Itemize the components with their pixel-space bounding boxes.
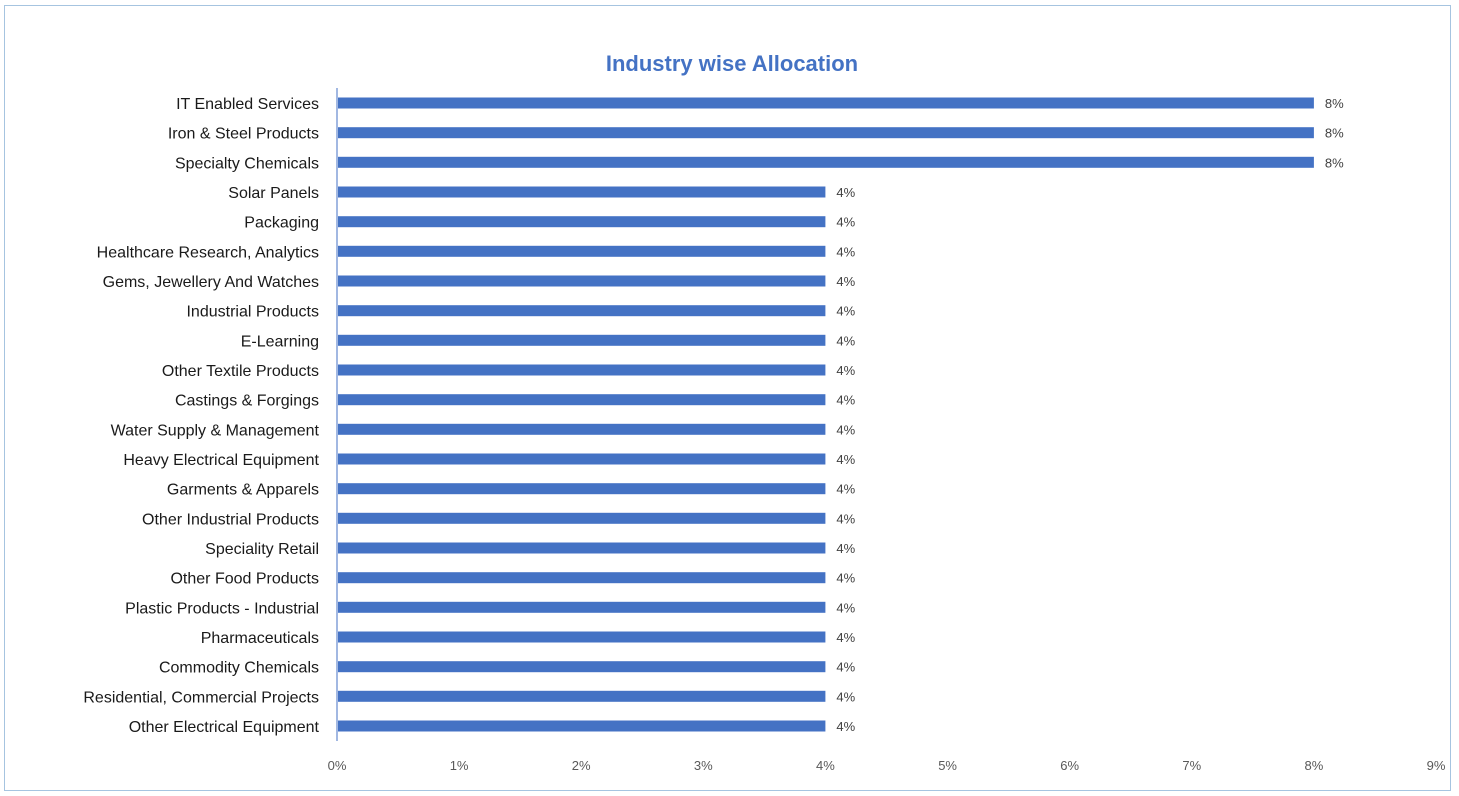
category-label: Castings & Forgings	[175, 393, 319, 410]
data-label: 4%	[836, 600, 855, 615]
data-label: 4%	[836, 185, 855, 200]
category-label: Heavy Electrical Equipment	[123, 452, 319, 469]
category-label: Other Industrial Products	[142, 511, 319, 528]
data-label: 4%	[836, 630, 855, 645]
value-labels-group: 8% 8% 8% 4% 4% 4% 4% 4% 4% 4% 4% 4% 4% 4% 4% 4% 4% 4% 4% 4%…	[836, 96, 1344, 734]
category-label: Residential, Commercial Projects	[83, 689, 319, 706]
category-label: Industrial Products	[186, 304, 319, 321]
data-label: 4%	[836, 215, 855, 230]
bar	[338, 720, 826, 732]
bar	[338, 423, 826, 435]
bar	[338, 542, 826, 554]
category-label: Speciality Retail	[205, 541, 319, 558]
category-label: Iron & Steel Products	[168, 126, 319, 143]
bar	[338, 572, 826, 584]
data-label: 4%	[836, 541, 855, 556]
data-label: 4%	[836, 689, 855, 704]
bar	[338, 127, 1314, 139]
bar	[338, 305, 826, 317]
category-label: Other Textile Products	[162, 363, 319, 380]
x-tick-label: 9%	[1427, 758, 1446, 773]
x-tick-label: 5%	[938, 758, 957, 773]
data-label: 8%	[1325, 126, 1344, 141]
category-label: Other Food Products	[170, 571, 319, 588]
chart-title: Industry wise Allocation	[606, 51, 858, 76]
bar	[338, 483, 826, 495]
bar	[338, 334, 826, 346]
x-tick-label: 1%	[450, 758, 469, 773]
category-label: Water Supply & Management	[111, 422, 320, 439]
data-label: 4%	[836, 363, 855, 378]
x-tick-label: 3%	[694, 758, 713, 773]
x-tick-label: 4%	[816, 758, 835, 773]
category-label: Healthcare Research, Analytics	[97, 244, 319, 261]
bar	[338, 631, 826, 643]
data-label: 8%	[1325, 96, 1344, 111]
category-label: Solar Panels	[228, 185, 319, 202]
x-tick-label: 0%	[328, 758, 347, 773]
data-label: 4%	[836, 304, 855, 319]
category-labels-group: IT Enabled Services Iron & Steel Products…	[83, 96, 319, 736]
bar	[338, 245, 826, 257]
category-label: Packaging	[244, 215, 319, 232]
data-label: 4%	[836, 660, 855, 675]
data-label: 8%	[1325, 155, 1344, 170]
category-label: Garments & Apparels	[167, 482, 319, 499]
category-label: Gems, Jewellery And Watches	[103, 274, 319, 291]
x-axis-ticks-group: 0% 1% 2% 3% 4% 5% 6% 7% 8% 9%	[328, 758, 1446, 773]
bar	[338, 364, 826, 376]
bar	[338, 453, 826, 465]
x-tick-label: 7%	[1182, 758, 1201, 773]
bars-group	[338, 97, 1314, 732]
data-label: 4%	[836, 422, 855, 437]
data-label: 4%	[836, 719, 855, 734]
category-label: E-Learning	[241, 333, 319, 350]
data-label: 4%	[836, 511, 855, 526]
data-label: 4%	[836, 333, 855, 348]
bar	[338, 156, 1314, 168]
category-label: Specialty Chemicals	[175, 155, 319, 172]
bar	[338, 275, 826, 287]
category-label: IT Enabled Services	[176, 96, 319, 113]
category-label: Pharmaceuticals	[201, 630, 319, 647]
x-tick-label: 2%	[572, 758, 591, 773]
data-label: 4%	[836, 244, 855, 259]
data-label: 4%	[836, 571, 855, 586]
bar	[338, 690, 826, 702]
category-label: Commodity Chemicals	[159, 660, 319, 677]
category-label: Other Electrical Equipment	[129, 719, 320, 736]
bar	[338, 394, 826, 406]
bar	[338, 216, 826, 228]
bar	[338, 601, 826, 613]
bar	[338, 97, 1314, 109]
x-tick-label: 6%	[1060, 758, 1079, 773]
bar	[338, 186, 826, 198]
data-label: 4%	[836, 393, 855, 408]
x-tick-label: 8%	[1305, 758, 1324, 773]
bar	[338, 512, 826, 524]
data-label: 4%	[836, 482, 855, 497]
data-label: 4%	[836, 274, 855, 289]
category-label: Plastic Products - Industrial	[125, 600, 319, 617]
bar	[338, 661, 826, 673]
data-label: 4%	[836, 452, 855, 467]
